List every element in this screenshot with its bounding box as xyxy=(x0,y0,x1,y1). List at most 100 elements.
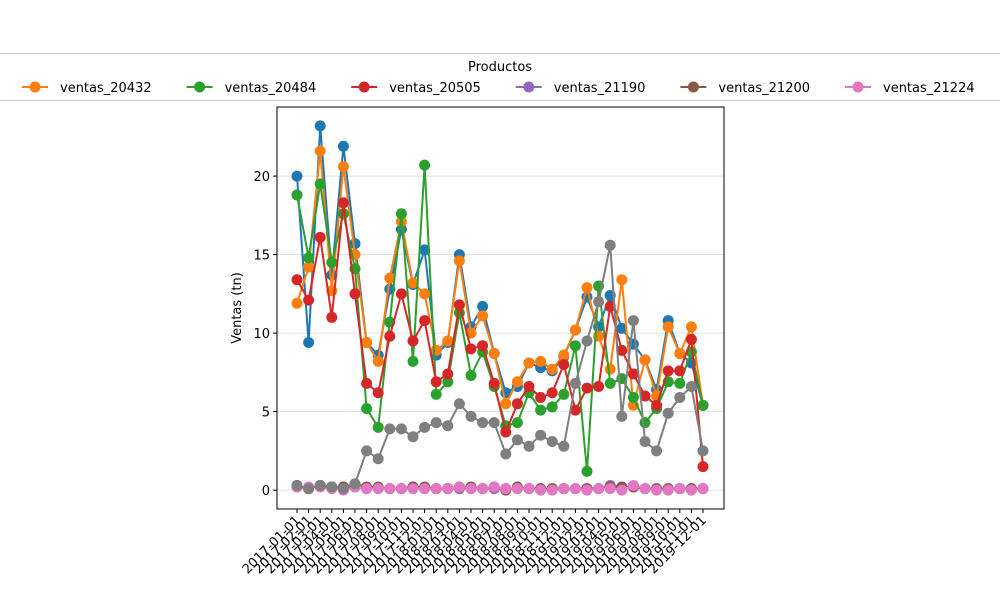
point xyxy=(430,376,442,388)
point xyxy=(419,244,431,256)
legend-title: Productos xyxy=(468,60,532,75)
point xyxy=(442,483,454,495)
point xyxy=(407,277,419,289)
point xyxy=(430,388,442,400)
point xyxy=(697,461,709,473)
point xyxy=(604,377,616,389)
point xyxy=(291,170,303,182)
point xyxy=(430,417,442,429)
point xyxy=(674,483,686,495)
point xyxy=(395,483,407,495)
point xyxy=(384,423,396,435)
point xyxy=(535,392,547,404)
point xyxy=(581,465,593,477)
point xyxy=(674,365,686,377)
point xyxy=(337,197,349,209)
point xyxy=(395,208,407,220)
point xyxy=(604,363,616,375)
point xyxy=(361,483,373,495)
point xyxy=(442,376,454,388)
point xyxy=(453,255,465,267)
point xyxy=(616,484,628,496)
point xyxy=(604,300,616,312)
legend-marker xyxy=(687,81,699,93)
point xyxy=(384,272,396,284)
point xyxy=(488,348,500,360)
point xyxy=(558,440,570,452)
point xyxy=(546,484,558,496)
y-tick-label: 0 xyxy=(262,484,270,499)
point xyxy=(303,483,315,495)
point xyxy=(430,344,442,356)
point xyxy=(442,420,454,432)
point xyxy=(616,410,628,422)
point xyxy=(511,483,523,495)
point xyxy=(395,288,407,300)
point xyxy=(546,387,558,399)
point xyxy=(442,368,454,380)
point xyxy=(523,357,535,369)
point xyxy=(477,300,489,312)
point xyxy=(604,483,616,495)
point xyxy=(593,483,605,495)
point xyxy=(569,324,581,336)
point xyxy=(569,377,581,389)
legend-label: ventas_20484 xyxy=(225,81,317,96)
point xyxy=(616,344,628,356)
point xyxy=(488,377,500,389)
point xyxy=(627,479,639,491)
point xyxy=(639,390,651,402)
point xyxy=(581,335,593,347)
point xyxy=(662,365,674,377)
point xyxy=(488,417,500,429)
point xyxy=(453,481,465,493)
point xyxy=(616,322,628,334)
point xyxy=(535,484,547,496)
point xyxy=(314,120,326,132)
legend-marker xyxy=(358,81,370,93)
point xyxy=(523,381,535,393)
point xyxy=(361,403,373,414)
point xyxy=(581,484,593,496)
point xyxy=(314,145,326,157)
legend-label: ventas_21224 xyxy=(883,81,975,96)
legend-marker xyxy=(194,81,206,93)
point xyxy=(337,161,349,173)
point xyxy=(477,483,489,495)
point xyxy=(349,288,361,300)
point xyxy=(314,231,326,243)
point xyxy=(500,426,512,438)
point xyxy=(558,349,570,361)
point xyxy=(674,392,686,404)
point xyxy=(500,448,512,460)
point xyxy=(662,407,674,419)
point xyxy=(674,348,686,360)
point xyxy=(384,330,396,342)
y-axis-label: Ventas (tn) xyxy=(230,272,245,344)
legend-marker xyxy=(29,81,41,93)
point xyxy=(372,387,384,399)
point xyxy=(627,315,639,327)
point xyxy=(616,274,628,286)
point xyxy=(314,479,326,491)
point xyxy=(674,377,686,389)
point xyxy=(303,294,315,306)
point xyxy=(627,392,639,404)
legend-label: ventas_20505 xyxy=(389,81,481,96)
point xyxy=(697,483,709,495)
point xyxy=(407,335,419,347)
point xyxy=(535,355,547,367)
point xyxy=(361,377,373,389)
point xyxy=(407,483,419,495)
point xyxy=(662,484,674,496)
legend-marker xyxy=(852,81,864,93)
series-line xyxy=(296,150,704,407)
legend-marker xyxy=(523,81,535,93)
point xyxy=(291,274,303,286)
point xyxy=(465,410,477,422)
point xyxy=(372,355,384,367)
legend-label: ventas_21190 xyxy=(554,81,646,96)
point xyxy=(581,282,593,294)
point xyxy=(511,417,523,429)
point xyxy=(558,359,570,371)
